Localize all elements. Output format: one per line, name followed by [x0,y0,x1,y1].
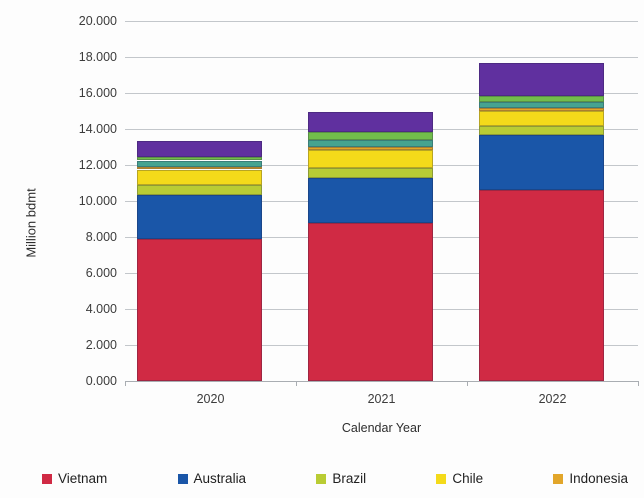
y-tick-label: 12.000 [78,158,117,172]
bar-2020-unlabeled-purple [137,140,262,157]
bar-2021-australia [308,177,433,223]
x-tick-label-2021: 2021 [367,392,396,406]
bar-2021-brazil [308,167,433,178]
x-axis-tick [125,381,126,386]
x-axis-tick [467,381,468,386]
legend-item-indonesia: Indonesia [553,471,628,486]
bar-2021-unlabeled-teal [308,139,433,147]
x-axis-tick [638,381,639,386]
legend-label: Brazil [332,471,367,486]
legend-item-australia: Australia [177,471,247,486]
x-axis-title: Calendar Year [341,421,422,435]
legend-label: Vietnam [58,471,108,486]
bar-2022-unlabeled-purple [479,63,604,96]
y-tick-label: 4.000 [85,302,117,316]
y-tick-label: 10.000 [78,194,117,208]
y-tick-label: 16.000 [78,86,117,100]
legend-swatch-chile [436,473,447,484]
legend-item-brazil: Brazil [316,471,366,486]
y-tick-label: 20.000 [78,14,117,28]
y-tick-label: 14.000 [78,122,117,136]
chart-legend: Vietnam Australia Brazil Chile Indonesia [42,471,628,486]
x-axis-line [125,381,638,382]
bar-2021-indonesia [308,147,433,150]
legend-label: Chile [452,471,484,486]
bar-2022-chile [479,111,604,127]
legend-label: Indonesia [569,471,628,486]
bar-2020-unlabeled-green [137,156,262,161]
legend-label: Australia [193,471,247,486]
legend-swatch-australia [177,473,188,484]
bar-2022-indonesia [479,108,604,111]
bar-2021-vietnam [308,222,433,381]
bar-2022-australia [479,135,604,191]
y-tick-label: 0.000 [85,374,117,388]
y-tick-label: 18.000 [78,50,117,64]
gridline [125,21,638,22]
bar-2022-unlabeled-teal [479,102,604,109]
bar-2020-chile [137,169,262,185]
legend-item-vietnam: Vietnam [42,471,107,486]
y-tick-label: 6.000 [85,266,117,280]
x-axis-tick [296,381,297,386]
legend-swatch-vietnam [42,473,52,484]
gridline [125,93,638,94]
gridline [125,57,638,58]
bar-2022-vietnam [479,190,604,381]
x-tick-label-2022: 2022 [538,392,567,406]
bar-2022-brazil [479,126,604,136]
bar-2020-unlabeled-teal [137,160,262,167]
bar-2021-unlabeled-purple [308,111,433,132]
bar-2021-chile [308,149,433,168]
y-tick-label: 8.000 [85,230,117,244]
legend-swatch-indonesia [553,473,564,484]
bar-2020-indonesia [137,166,262,170]
bar-2020-vietnam [137,238,262,381]
bar-2020-australia [137,194,262,239]
bar-2022-unlabeled-green [479,95,604,102]
legend-swatch-brazil [316,473,327,484]
x-tick-label-2020: 2020 [196,392,225,406]
bar-2021-unlabeled-green [308,131,433,140]
y-tick-label: 2.000 [85,338,117,352]
bar-2020-brazil [137,184,262,195]
legend-item-chile: Chile [436,471,483,486]
